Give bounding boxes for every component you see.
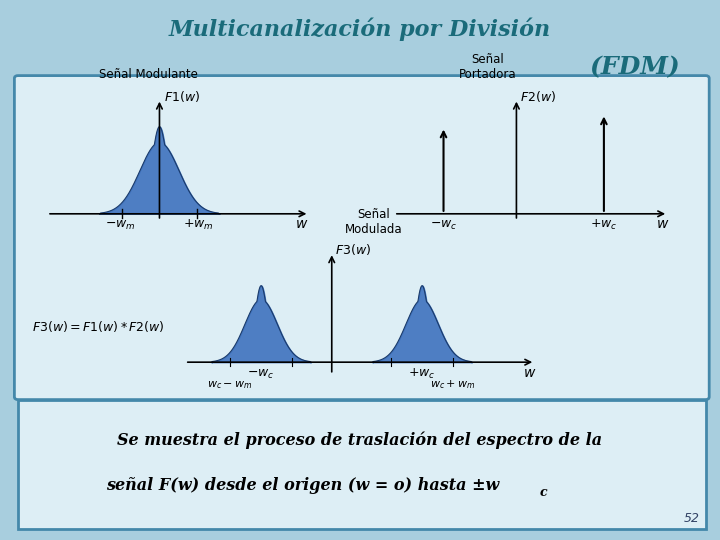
Text: Señal
Modulada: Señal Modulada — [346, 208, 403, 236]
Text: $w$: $w$ — [523, 366, 536, 380]
Text: $-w_m$: $-w_m$ — [105, 219, 135, 232]
Text: $F3(w)=F1(w)*F2(w)$: $F3(w)=F1(w)*F2(w)$ — [32, 319, 165, 334]
Text: $w$: $w$ — [655, 217, 669, 231]
Text: $F1(w)$: $F1(w)$ — [164, 89, 200, 104]
Text: Señal Modulante: Señal Modulante — [99, 69, 198, 82]
Text: $w_c-w_m$: $w_c-w_m$ — [207, 379, 253, 391]
Text: señal F(w) desde el origen (w = o) hasta ±w: señal F(w) desde el origen (w = o) hasta… — [106, 477, 499, 495]
Text: $-w_c$: $-w_c$ — [430, 219, 457, 232]
Bar — [18, 400, 706, 529]
Text: $w_c+w_m$: $w_c+w_m$ — [431, 378, 476, 391]
Text: Se muestra el proceso de traslación del espectro de la: Se muestra el proceso de traslación del … — [117, 431, 603, 449]
Text: $w$: $w$ — [295, 217, 308, 231]
Text: (FDM): (FDM) — [590, 56, 680, 79]
Text: c: c — [540, 486, 547, 499]
Text: Señal
Portadora: Señal Portadora — [459, 53, 516, 82]
Text: $F2(w)$: $F2(w)$ — [520, 89, 556, 104]
Text: $-w_c$: $-w_c$ — [248, 368, 275, 381]
Text: $+w_m$: $+w_m$ — [184, 218, 214, 232]
FancyBboxPatch shape — [14, 76, 709, 400]
Text: Multicanalización por División: Multicanalización por División — [169, 18, 551, 42]
Text: $+w_c$: $+w_c$ — [408, 367, 436, 381]
Text: 52: 52 — [684, 512, 700, 525]
Text: $+w_c$: $+w_c$ — [590, 218, 618, 232]
Text: $F3(w)$: $F3(w)$ — [335, 242, 372, 257]
